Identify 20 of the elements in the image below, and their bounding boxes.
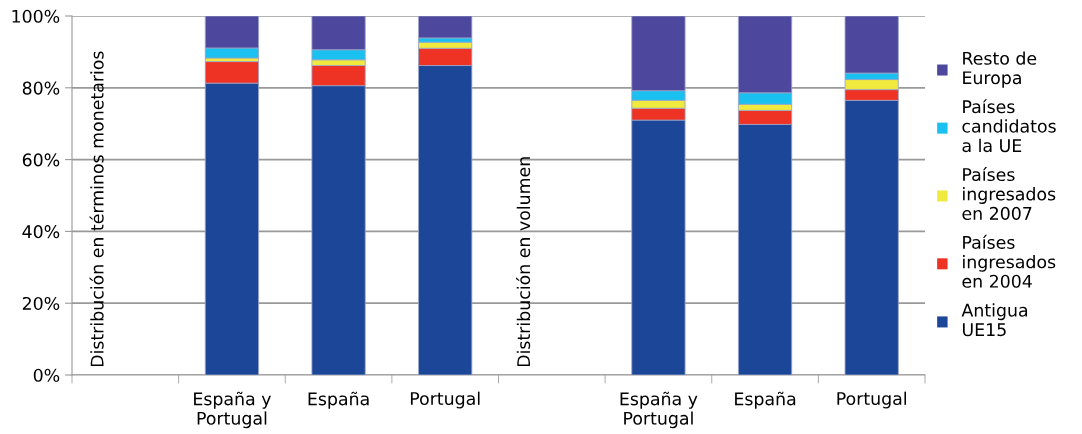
legend-label: Países candidatos a la UE bbox=[962, 99, 1056, 153]
legend-label: Países ingresados en 2004 bbox=[962, 234, 1056, 288]
legend-label: Antigua UE15 bbox=[961, 303, 1028, 337]
y-tick-label: 20% bbox=[22, 296, 60, 311]
y-tick-label: 0% bbox=[33, 368, 60, 382]
bar bbox=[418, 16, 473, 39]
x-tick-label: España bbox=[308, 391, 369, 409]
legend-label: Países ingresados en 2007 bbox=[962, 166, 1056, 220]
x-tick-label: Portugal bbox=[837, 391, 907, 409]
x-tick-label: España bbox=[735, 391, 796, 409]
y-tick-label: 40% bbox=[22, 225, 60, 239]
x-tick-label: España y Portugal bbox=[194, 391, 271, 429]
x-tick-label: España y Portugal bbox=[620, 391, 698, 429]
x-tick-label: Portugal bbox=[410, 391, 480, 409]
annotation: Distribución en términos monetarios bbox=[89, 51, 104, 367]
legend-label: Resto de Europa bbox=[963, 51, 1037, 88]
y-tick-label: 80% bbox=[22, 81, 60, 95]
y-tick-label: 100% bbox=[12, 9, 60, 23]
annotation: Distribución en volumen bbox=[516, 157, 531, 367]
y-tick-label: 60% bbox=[22, 153, 60, 167]
